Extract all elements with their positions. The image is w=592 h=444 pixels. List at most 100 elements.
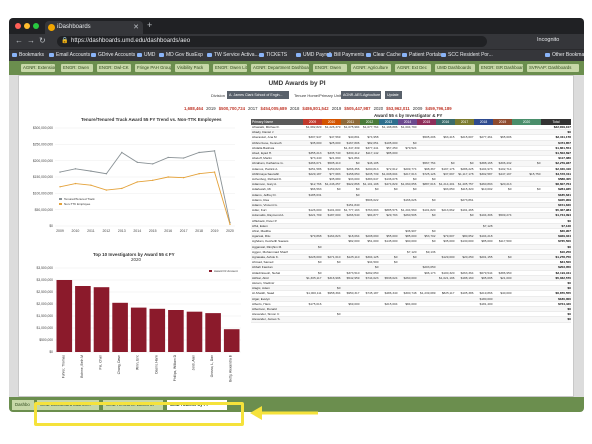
- table-row[interactable]: Adams, Rea $506,022 $166,026 $0 $273,861 $945…: [251, 198, 571, 203]
- table-row[interactable]: Aldadi Eseoh, Nehal $0 $373,510 $292,050 $96…: [251, 271, 571, 276]
- table-row[interactable]: Abdalla Bashwa $1,347,339 $377,441 $57,250 $…: [251, 146, 571, 151]
- column-header[interactable]: 2012: [360, 119, 379, 125]
- column-header[interactable]: Primary Name: [251, 119, 303, 125]
- table-row[interactable]: Akcam, Vladimir $0: [251, 281, 571, 287]
- dashboard-tab[interactable]: SVPAAP: Dashboards: [527, 64, 579, 72]
- bookmark-item[interactable]: UMD Payroll: [296, 52, 331, 58]
- table-row[interactable]: Ahmad, Samed $0 $0 $34,500 $0 $34,500: [251, 260, 571, 266]
- bookmark-item[interactable]: Bookmarks: [12, 52, 44, 58]
- table-row[interactable]: Affleback, Peter P. $0: [251, 219, 571, 224]
- column-header[interactable]: 2015: [417, 119, 436, 125]
- new-tab-icon[interactable]: +: [147, 20, 153, 30]
- table-row[interactable]: Agarwal, Ritu $79,868 $164,823 $18,064 $208,…: [251, 234, 571, 240]
- table-row[interactable]: Adams, Vincent G. $151,840 $151,840: [251, 203, 571, 209]
- table-row[interactable]: Al-Sheikh, Saad $1,000,111 $958,394 $950,31…: [251, 291, 571, 297]
- sheet-tab[interactable]: Dashbo: [12, 400, 34, 410]
- reload-icon[interactable]: ↻: [39, 36, 46, 45]
- table-row[interactable]: Alexander, James S. $0: [251, 317, 571, 323]
- table-row[interactable]: Abbhinaya Saurabh $229,187 $77,683 $158,650…: [251, 171, 571, 177]
- dashboard-tab[interactable]: AGNR: Ext Dec: [395, 64, 431, 72]
- awards-table[interactable]: Primary Name 2009 2010 2011 2012 2013 2014 2015…: [251, 119, 571, 391]
- column-header[interactable]: 2010: [322, 119, 341, 125]
- bookmark-item[interactable]: SCC Resident Por...: [441, 52, 493, 58]
- forward-icon[interactable]: →: [27, 36, 35, 45]
- column-header[interactable]: 2019: [493, 119, 512, 125]
- close-tab-icon[interactable]: ✕: [133, 24, 139, 31]
- bookmark-item[interactable]: Other Bookmarks: [545, 52, 584, 58]
- table-row[interactable]: Aghdam, Keshelth Saeteis $82,000 $51,000 $1…: [251, 239, 571, 245]
- dashboard-tab[interactable]: ENGR: Owen: [61, 64, 93, 72]
- column-header[interactable]: 2018: [474, 119, 493, 125]
- maximize-window-button[interactable]: [33, 23, 39, 29]
- column-header[interactable]: 2017: [455, 119, 474, 125]
- dashboard-tab[interactable]: ENGR: Owen Lit: [213, 64, 247, 72]
- update-button[interactable]: Update: [385, 91, 402, 99]
- incognito-label[interactable]: Incognito: [537, 37, 560, 43]
- bookmark-item[interactable]: TICKETS: [259, 52, 287, 58]
- table-row[interactable]: Adarkwah, Mi $66,563 $0 $0 $0 $0 $0 $93,050 $115…: [251, 187, 571, 193]
- table-row[interactable]: Adler, Kurt $126,000 $101,000 $1,777,193 $76…: [251, 208, 571, 214]
- table-row[interactable]: Achenbog, Richard K. $35,680 $33,000 $383,6…: [251, 177, 571, 183]
- dashboard-tab[interactable]: ENGR: Owl-CK: [97, 64, 131, 72]
- bookmark-item[interactable]: GDrive Accounts: [91, 52, 135, 58]
- table-row[interactable]: Alberts, Hans $175,016 $69,000 $215,004 $84,…: [251, 302, 571, 307]
- back-icon[interactable]: ←: [15, 36, 23, 45]
- dashboard-tab[interactable]: AGNR: Department Dashboards: [251, 64, 309, 72]
- table-row[interactable]: Abeloff, Martin $73,440 $21,690 $21,864 $117…: [251, 156, 571, 162]
- bookmark-item[interactable]: MD Gov BusExp: [159, 52, 203, 58]
- x-tick-label: Jordi, Alan: [192, 355, 196, 371]
- table-row[interactable]: Adomaitis, Raymond A. $221,799 $187,000 $26…: [251, 213, 571, 219]
- table-row[interactable]: Abbruzzese, Kenneth $35,000 $25,000 $167,80…: [251, 140, 571, 146]
- browser-window: iDashboards ✕ + ← → ↻ 🔒 https://dashboar…: [9, 18, 584, 412]
- dashboard-tab[interactable]: Visibility Pack: [175, 64, 209, 72]
- dashboard-tab[interactable]: AGNR: Agriculture: [351, 64, 391, 72]
- table-row[interactable]: Adamos, Patrick A. $251,586 $159,820 $266,3…: [251, 167, 571, 172]
- table-row[interactable]: Alagic, Adem $0 $0: [251, 286, 571, 292]
- table-row[interactable]: Abed, Eyad H. $355,213 $335,740 $330,412 $11…: [251, 151, 571, 157]
- table-row[interactable]: Abady, Daniel J $0: [251, 130, 571, 136]
- dashboard-tab[interactable]: ENGR: Owen: [313, 64, 347, 72]
- minimize-window-button[interactable]: [24, 23, 30, 29]
- table-cell: $129,000: [441, 255, 455, 259]
- table-row[interactable]: Adamson, Gary A. $12,766 $1,246,257 $922,86…: [251, 182, 571, 188]
- table-row[interactable]: Afful, Edem $7,128 $7,128: [251, 223, 571, 229]
- bookmark-item[interactable]: Bill Payments: [327, 52, 364, 58]
- table-row[interactable]: Algar, Evelyn $180,000 $180,000: [251, 296, 571, 302]
- table-row[interactable]: Alexander, Simon C $0 $0: [251, 312, 571, 318]
- dashboard-tab[interactable]: Fringe PAH Group: [135, 64, 171, 72]
- table-row[interactable]: Abraham, Katharine G. $466,071 $505,410 $0 $…: [251, 161, 571, 167]
- column-header[interactable]: 2011: [341, 119, 360, 125]
- table-row[interactable]: Aberasturi, Ana M $307,947 $47,569 $40,891 $…: [251, 135, 571, 141]
- column-header[interactable]: 2009: [303, 119, 322, 125]
- column-header[interactable]: 2016: [436, 119, 455, 125]
- column-header[interactable]: 2020: [512, 119, 541, 125]
- column-header[interactable]: 2013: [379, 119, 398, 125]
- table-cell: $330,412: [346, 151, 360, 155]
- tenure-select[interactable]: AGNR-AES-Agriculture ...: [341, 91, 385, 99]
- dashboard-tab[interactable]: AGNR: Extension: [21, 64, 55, 72]
- table-row[interactable]: Akhtar, Abid $1,305,117 $316,996 $542,959 $7…: [251, 275, 571, 281]
- table-row[interactable]: Agrawala, Ashok K. $228,000 $271,610 $125,1…: [251, 255, 571, 261]
- table-cell: $209,774: [403, 166, 417, 171]
- division-select[interactable]: A. James Clark School of Engin...: [227, 91, 289, 99]
- bookmark-item[interactable]: Email Accounts: [49, 52, 90, 58]
- bookmark-item[interactable]: TW Service Activa...: [207, 52, 259, 58]
- table-row[interactable]: Aggarwal, Rimjhim M. $0 $0: [251, 244, 571, 250]
- table-row[interactable]: Afzal, Madiha $36,907 $0 $36,907: [251, 229, 571, 235]
- bookmark-item[interactable]: Clear Cache: [366, 52, 401, 58]
- table-row[interactable]: Albertson, Ronald $0: [251, 307, 571, 313]
- table-row[interactable]: Afrasiabi, Michael F. $1,682,829 $1,226,37…: [251, 125, 571, 131]
- url-input[interactable]: 🔒 https://dashboards.umd.edu/dashboards/…: [57, 36, 487, 47]
- table-row[interactable]: Abbah Fawzan $0 $203,050 $203,050: [251, 265, 571, 271]
- column-header[interactable]: Total: [541, 119, 571, 125]
- table-row[interactable]: Adams, Jeffrey D. $185,631 $0 $185,631: [251, 192, 571, 198]
- dashboard-tab[interactable]: UMD Dashboards: [435, 64, 475, 72]
- bookmark-item[interactable]: Patient Portals: [402, 52, 442, 58]
- column-header[interactable]: 2014: [398, 119, 417, 125]
- browser-tab[interactable]: iDashboards ✕: [45, 21, 143, 34]
- dashboard-tab[interactable]: ENGR: ISR Dashboards: [479, 64, 523, 72]
- close-window-button[interactable]: [15, 23, 21, 29]
- table-row[interactable]: Aggon, Mohammad Sharif $7,120 $9,136 $16,25…: [251, 250, 571, 255]
- bookmark-item[interactable]: UMD: [137, 52, 155, 58]
- table-cell: $175,016: [308, 301, 322, 306]
